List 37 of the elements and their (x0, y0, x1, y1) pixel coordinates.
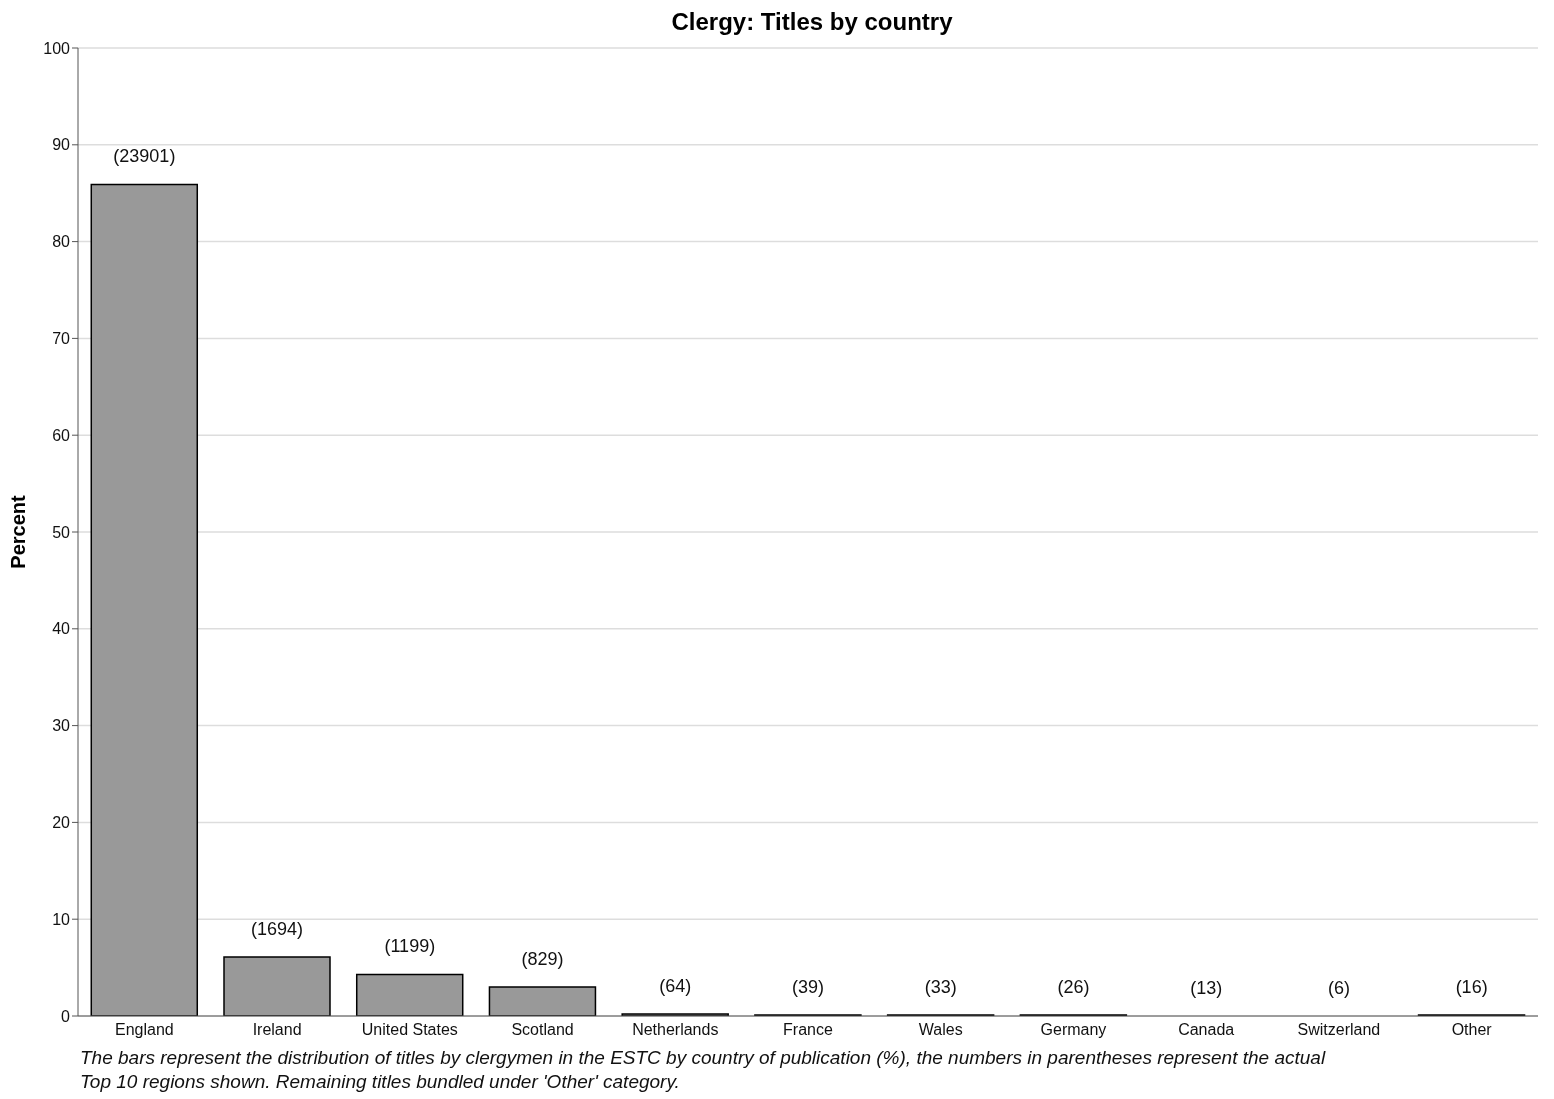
x-tick-label: Ireland (252, 1021, 302, 1039)
y-axis-title: Percent (7, 494, 30, 569)
y-tick-label: 100 (43, 39, 71, 57)
y-tick-label: 70 (52, 330, 71, 348)
x-tick-label: France (783, 1021, 833, 1039)
x-tick-label: Other (1451, 1021, 1493, 1039)
y-tick-label: 90 (52, 136, 71, 154)
annotation: (1199) (384, 936, 436, 957)
text: The bars represent the distribution of titles by clergymen in the ESTC by country of publication (%), the numbers in parentheses represent the actual (80, 1046, 1327, 1070)
text: Top 10 regions shown. Remaining titles bundled under 'Other' category. (80, 1070, 681, 1094)
y-tick-label: 20 (52, 814, 71, 832)
x-tick-label: Netherlands (632, 1021, 719, 1039)
y-tick-label: 10 (52, 910, 71, 928)
annotation: (33) (924, 977, 957, 998)
x-tick-label: Canada (1178, 1021, 1235, 1039)
annotation: (23901) (113, 146, 176, 167)
x-tick-label: Germany (1040, 1021, 1107, 1039)
annotation: (16) (1455, 977, 1488, 998)
annotation: (1694) (251, 918, 304, 939)
annotation: (26) (1057, 977, 1090, 998)
y-tick-label: 60 (52, 426, 71, 444)
annotation: (829) (521, 948, 564, 969)
annotation: (13) (1190, 978, 1223, 998)
y-tick-label: 0 (61, 1007, 71, 1025)
x-tick-label: Switzerland (1297, 1021, 1381, 1039)
y-tick-label: 40 (52, 620, 71, 638)
x-tick-label: Wales (918, 1021, 963, 1039)
annotation: (6) (1327, 978, 1350, 998)
x-tick-label: England (115, 1021, 174, 1039)
y-tick-label: 80 (52, 233, 71, 251)
x-tick-label: Scotland (511, 1021, 574, 1039)
annotation: (39) (791, 977, 825, 998)
y-tick-label: 50 (52, 523, 71, 541)
x-tick-label: United States (361, 1021, 458, 1039)
chart-title: Clergy: Titles by country (670, 8, 954, 36)
y-tick-label: 30 (52, 717, 71, 735)
annotation: (64) (659, 976, 692, 997)
